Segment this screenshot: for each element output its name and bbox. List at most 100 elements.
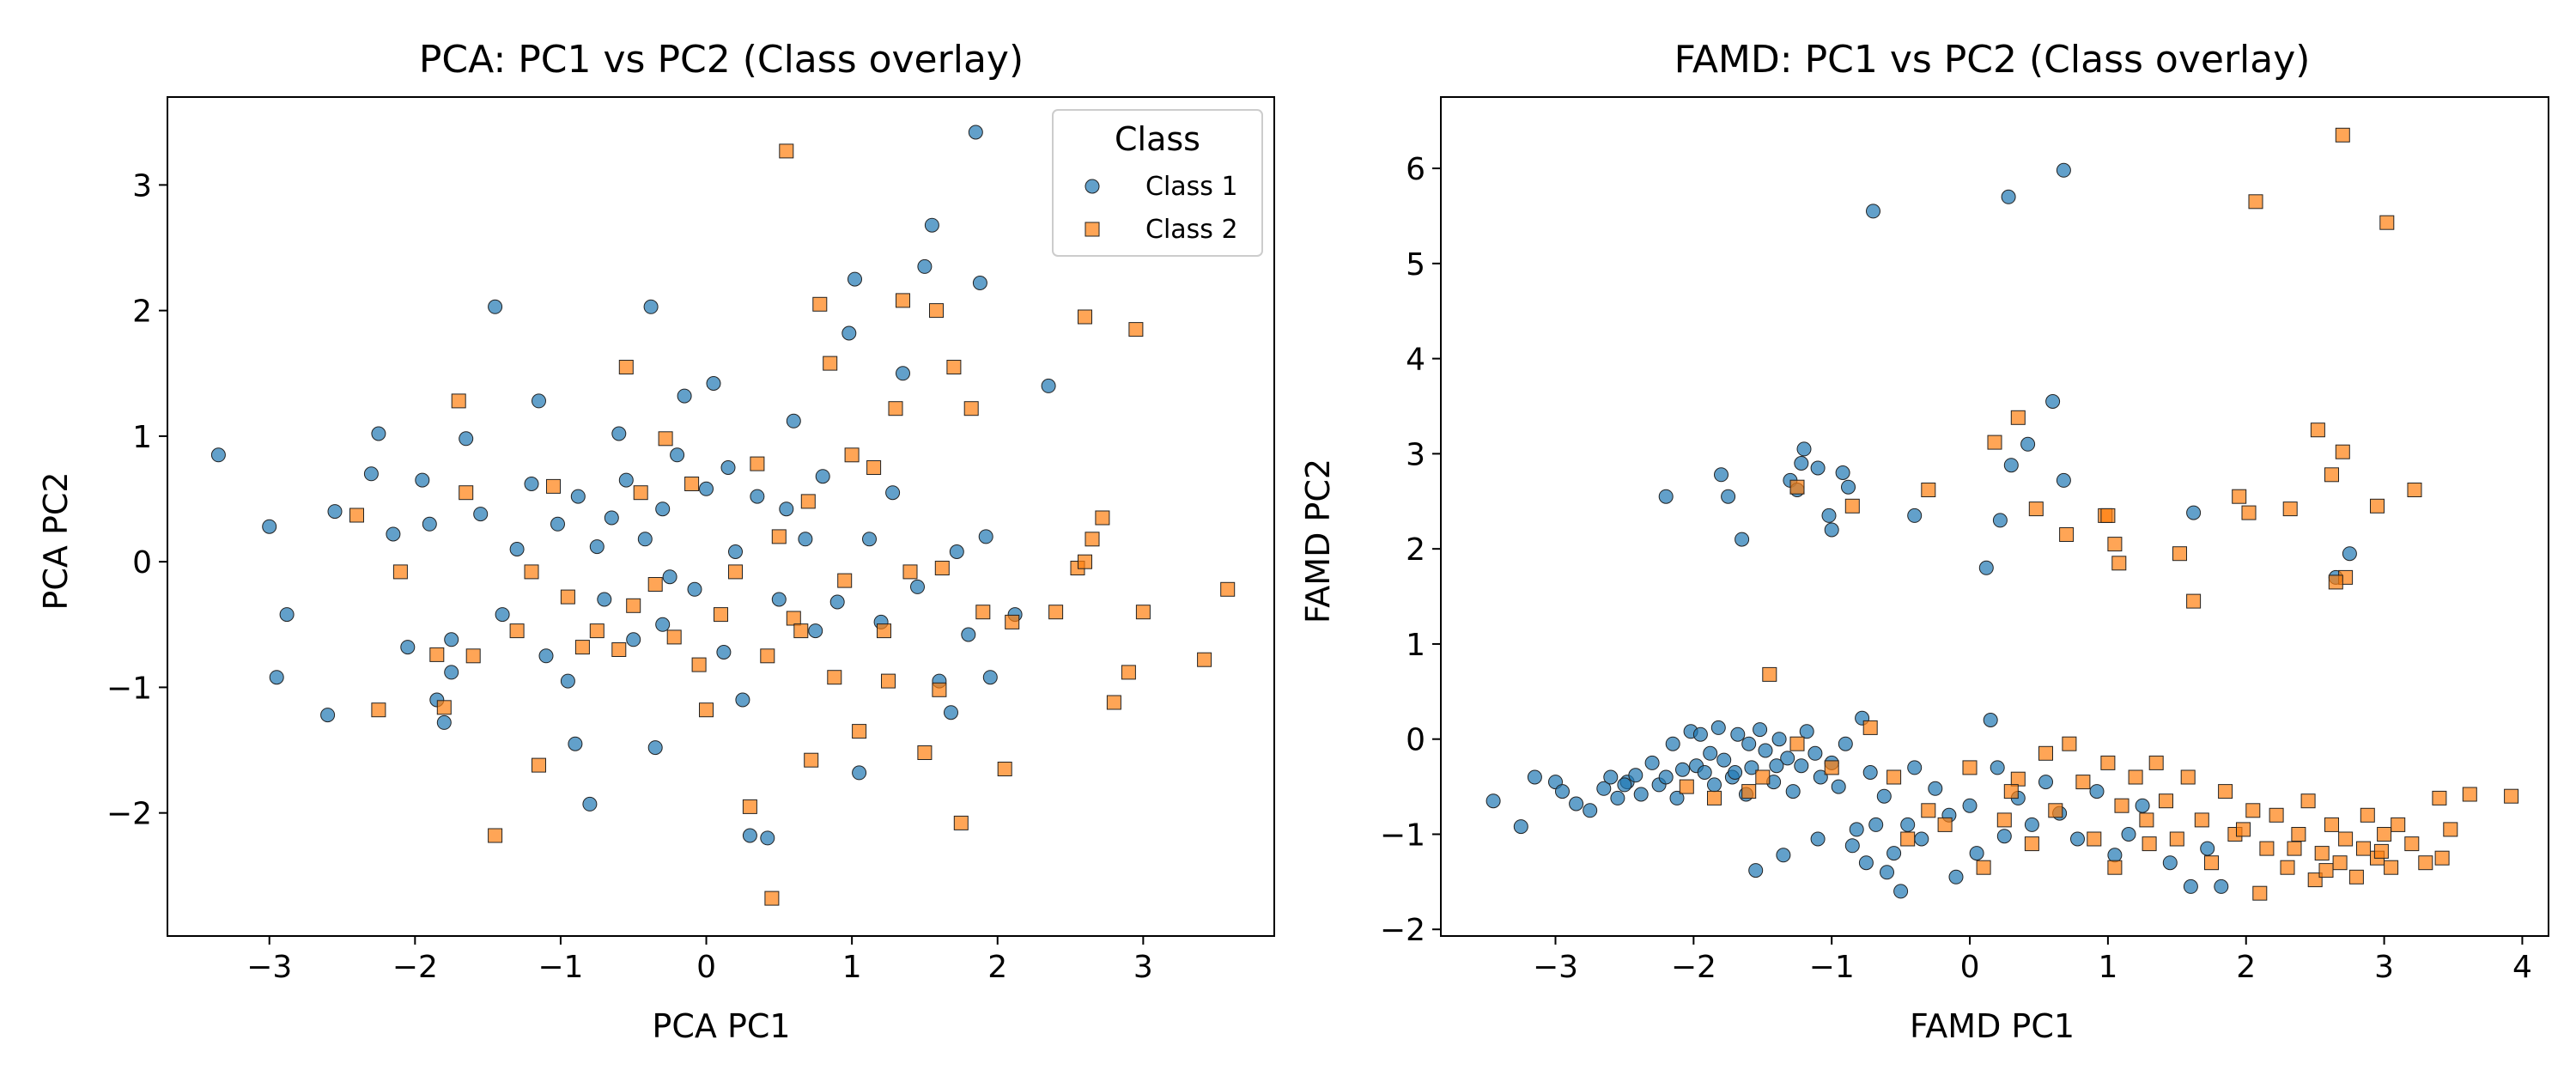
data-point: [589, 623, 605, 639]
data-point: [532, 757, 546, 773]
data-point: [1658, 489, 1674, 504]
data-point: [764, 891, 780, 906]
data-point: [2139, 812, 2154, 828]
data-point: [1789, 736, 1805, 751]
data-point: [888, 401, 903, 416]
data-point: [1914, 831, 1929, 847]
data-point: [611, 426, 627, 441]
data-point: [626, 598, 641, 613]
data-point: [1807, 745, 1823, 761]
data-point: [1220, 581, 1236, 597]
data-point: [760, 648, 775, 664]
data-point: [2218, 784, 2233, 799]
data-point: [1928, 781, 1943, 796]
axes-frame: [1440, 96, 2549, 937]
data-point: [1858, 855, 1874, 871]
data-point: [815, 469, 830, 484]
data-point: [2087, 831, 2102, 847]
data-point: [2186, 593, 2202, 609]
data-point: [1810, 831, 1826, 847]
data-point: [827, 670, 842, 685]
data-point: [524, 477, 539, 491]
data-point: [2024, 836, 2039, 852]
data-point: [618, 360, 634, 374]
data-point: [1707, 777, 1722, 793]
data-point: [881, 673, 896, 689]
data-point: [837, 573, 853, 588]
data-point: [1555, 784, 1570, 799]
data-point: [2418, 855, 2433, 871]
data-point: [1838, 736, 1853, 751]
data-point: [720, 460, 736, 475]
data-point: [917, 258, 933, 274]
data-point: [2324, 817, 2339, 832]
data-point: [1755, 769, 1771, 785]
data-point: [2236, 822, 2251, 837]
data-point: [560, 589, 575, 605]
legend-marker-class-2: [1084, 222, 1100, 237]
data-point: [1095, 510, 1110, 526]
data-point: [560, 673, 575, 689]
data-point: [1844, 838, 1860, 854]
data-point: [371, 426, 386, 441]
data-point: [655, 501, 671, 517]
data-point: [1987, 435, 2002, 450]
data-point: [1983, 713, 1998, 727]
data-point: [509, 542, 525, 556]
data-point: [538, 648, 554, 664]
data-point: [2252, 885, 2268, 901]
x-axis-label: PCA PC1: [652, 1007, 790, 1045]
y-tick-label: 1: [1406, 628, 1425, 663]
data-point: [2172, 546, 2187, 562]
data-point: [2059, 527, 2075, 542]
data-point: [658, 431, 673, 447]
data-point: [877, 623, 891, 639]
data-point: [509, 623, 525, 639]
data-point: [804, 752, 819, 768]
data-point: [1978, 560, 1994, 575]
legend-label-class-2: Class 2: [1145, 215, 1238, 245]
data-point: [1886, 846, 1902, 861]
data-point: [786, 413, 801, 429]
legend: Class Class 1 Class 2: [1052, 109, 1263, 257]
data-point: [1844, 498, 1860, 514]
data-point: [451, 393, 466, 409]
data-point: [1789, 479, 1805, 495]
data-point: [1821, 508, 1837, 523]
data-point: [2148, 755, 2164, 770]
x-tick-label: 3: [1133, 950, 1153, 985]
data-point: [2379, 215, 2395, 230]
data-point: [2070, 831, 2085, 847]
data-point: [1048, 605, 1064, 620]
plot-area-pca: −3 −2 −1 0 1 2 3 −2 −1 0 1 2 3: [106, 96, 1275, 985]
y-tick-label: 6: [1406, 152, 1425, 187]
data-point: [2434, 850, 2450, 866]
data-point: [716, 645, 732, 660]
data-point: [2384, 860, 2399, 875]
data-point: [735, 692, 750, 708]
data-point: [963, 401, 979, 416]
subplot-famd: FAMD: PC1 vs PC2 (Class overlay) −3 −2 −1 0…: [1299, 38, 2549, 1045]
data-point: [848, 271, 862, 287]
data-point: [885, 485, 901, 501]
data-point: [1675, 762, 1690, 777]
data-point: [2045, 394, 2061, 409]
data-point: [2404, 836, 2420, 852]
data-point: [1041, 378, 1056, 393]
data-point: [972, 276, 987, 290]
data-point: [1921, 803, 1936, 818]
data-point: [2038, 775, 2053, 790]
data-point: [1748, 863, 1764, 878]
data-point: [1617, 777, 1632, 793]
data-point: [1610, 790, 1625, 805]
data-point: [1962, 760, 1978, 775]
data-point: [2328, 574, 2343, 590]
x-tick-label: 0: [1960, 950, 1980, 985]
data-point: [568, 736, 583, 751]
data-point: [2186, 505, 2202, 520]
y-axis-label: FAMD PC2: [1299, 459, 1337, 623]
data-point: [1106, 695, 1121, 710]
data-point: [812, 296, 828, 312]
data-point: [618, 472, 634, 488]
data-point: [1785, 784, 1801, 799]
